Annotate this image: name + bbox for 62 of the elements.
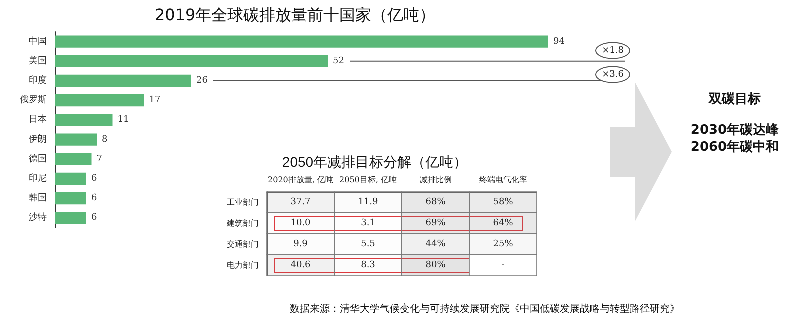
bar [55, 172, 86, 186]
y-tick-label: 工业部门 [227, 198, 259, 207]
data-label: 44% [426, 240, 446, 250]
y-tick-label: 印尼 [29, 173, 47, 184]
data-label: 9.9 [294, 240, 308, 250]
data-label: 69% [426, 218, 446, 228]
bar [55, 153, 92, 166]
data-label: 11.9 [358, 198, 379, 208]
data-label: 26 [196, 76, 208, 86]
bar [55, 74, 192, 88]
bar [55, 134, 97, 146]
data-label: 37.7 [290, 198, 312, 208]
data-label: 10.0 [290, 218, 312, 228]
source-note: 数据来源：清华大学气候变化与可持续发展研究院《中国低碳发展战略与转型路径研究》 [290, 302, 681, 316]
y-tick-label: 伊朗 [29, 134, 47, 145]
bar [55, 55, 328, 68]
data-label: 6 [92, 174, 98, 184]
y-tick-label: 电力部门 [227, 261, 259, 270]
data-label: 80% [426, 260, 446, 270]
data-label: 8.3 [361, 260, 376, 270]
data-label: 40.6 [290, 260, 312, 270]
text: 2060年碳中和 [690, 139, 780, 156]
x-tick-label: 2020排放量, 亿吨 [268, 176, 334, 184]
data-label: 94 [554, 36, 566, 47]
data-label: 6 [92, 213, 98, 224]
y-tick-label: 沙特 [29, 212, 47, 224]
text: ×1.8 [602, 46, 624, 56]
bar [55, 94, 144, 107]
text: ×3.6 [602, 70, 624, 80]
bar [55, 36, 548, 48]
y-tick-label: 印度 [29, 75, 47, 86]
text: - [502, 260, 505, 270]
text: 双碳目标 [708, 91, 762, 108]
data-label: 58% [493, 198, 514, 208]
text: 2030年碳达峰 [690, 122, 780, 139]
chart-title: 2019年全球碳排放量前十国家（亿吨） [155, 6, 436, 24]
x-tick-label: 2050目标, 亿吨 [340, 176, 397, 184]
data-label: 17 [149, 96, 161, 106]
data-label: 64% [493, 218, 514, 228]
x-tick-label: 减排比例 [420, 176, 452, 184]
chart-title: 2050年减排目标分解（亿吨） [282, 154, 468, 170]
data-label: 68% [426, 198, 446, 208]
data-label: 8 [102, 134, 108, 145]
data-label: 25% [493, 240, 514, 250]
y-tick-label: 德国 [29, 153, 47, 164]
y-tick-label: 建筑部门 [226, 219, 259, 228]
y-tick-label: 日本 [29, 114, 47, 126]
data-label: 52 [333, 56, 344, 66]
data-label: 5.5 [361, 240, 376, 250]
data-label: 6 [92, 194, 98, 204]
bar [55, 212, 86, 224]
data-label: 3.1 [361, 218, 376, 228]
y-tick-label: 中国 [29, 36, 47, 47]
bar [55, 114, 113, 126]
x-tick-label: 终端电气化率 [479, 176, 528, 184]
data-label: 7 [96, 154, 103, 164]
data-label: 11 [118, 115, 130, 126]
bar [55, 192, 86, 205]
y-tick-label: 美国 [29, 55, 47, 66]
y-tick-label: 交通部门 [227, 240, 259, 249]
y-tick-label: 韩国 [29, 192, 47, 204]
y-tick-label: 俄罗斯 [20, 94, 47, 106]
